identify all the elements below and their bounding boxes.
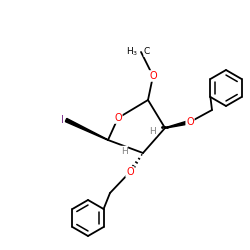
Text: C: C [144,48,150,56]
Text: H: H [150,126,156,136]
Text: H: H [120,146,128,156]
Text: O: O [186,117,194,127]
Text: O: O [149,71,157,81]
Polygon shape [165,120,190,128]
Text: O: O [126,167,134,177]
Text: O: O [114,113,122,123]
Polygon shape [65,118,108,140]
Text: I: I [61,115,64,125]
Text: H$_3$: H$_3$ [126,46,138,58]
